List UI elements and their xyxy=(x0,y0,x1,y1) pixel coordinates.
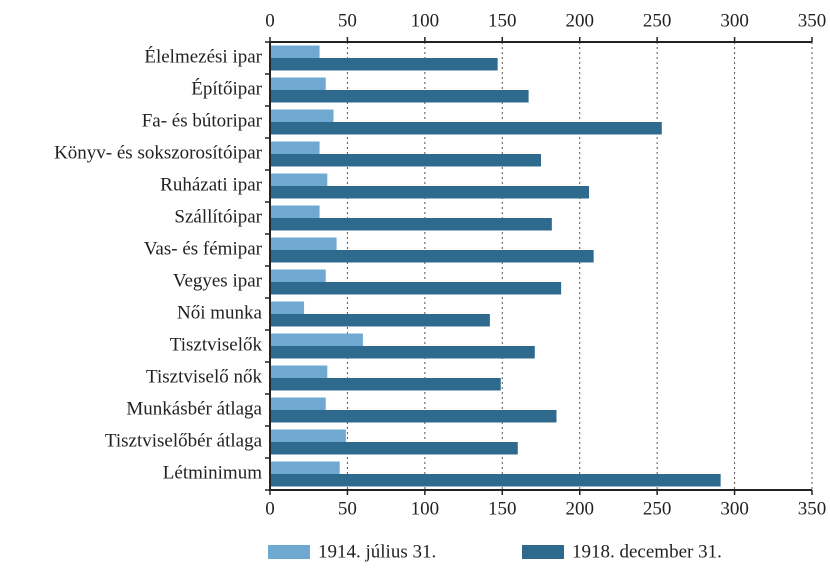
y-tick-label: Létminimum xyxy=(163,462,262,483)
bar xyxy=(270,333,363,346)
bar xyxy=(270,77,326,90)
bar xyxy=(270,346,535,359)
x-tick-label: 200 xyxy=(565,10,594,31)
bar xyxy=(270,365,328,378)
bar xyxy=(270,250,594,263)
y-tick-label: Építőipar xyxy=(191,77,262,99)
y-tick-label: Női munka xyxy=(177,302,263,323)
x-tick-label: 0 xyxy=(265,498,275,519)
x-tick-label: 350 xyxy=(798,10,827,31)
bar xyxy=(270,58,498,71)
y-tick-label: Ruházati ipar xyxy=(160,174,262,195)
bar xyxy=(270,109,334,122)
bar xyxy=(270,429,346,442)
bar xyxy=(270,410,557,423)
y-tick-label: Vas- és fémipar xyxy=(144,238,263,259)
x-tick-label: 100 xyxy=(411,498,440,519)
bar xyxy=(270,442,518,455)
legend-label: 1918. december 31. xyxy=(572,541,722,562)
bar xyxy=(270,218,552,231)
bar xyxy=(270,397,326,410)
y-tick-label: Tisztviselő nők xyxy=(146,366,262,387)
x-tick-label: 250 xyxy=(643,10,672,31)
bar xyxy=(270,269,326,282)
x-tick-label: 100 xyxy=(411,10,440,31)
y-tick-label: Könyv- és sokszorosítóipar xyxy=(54,142,263,163)
x-tick-label: 150 xyxy=(488,10,517,31)
legend-swatch xyxy=(268,545,310,559)
y-tick-label: Munkásbér átlaga xyxy=(126,398,262,419)
y-tick-label: Vegyes ipar xyxy=(173,270,263,291)
bar xyxy=(270,314,490,327)
y-tick-label: Tisztviselők xyxy=(170,334,263,355)
x-tick-label: 300 xyxy=(720,498,749,519)
x-tick-label: 150 xyxy=(488,498,517,519)
bar xyxy=(270,154,541,167)
bar xyxy=(270,122,662,135)
y-tick-label: Szállítóipar xyxy=(174,206,262,227)
legend-label: 1914. július 31. xyxy=(318,541,436,562)
y-tick-label: Fa- és bútoripar xyxy=(142,110,263,131)
x-tick-label: 300 xyxy=(720,10,749,31)
bar xyxy=(270,45,320,58)
bar xyxy=(270,205,320,218)
bar xyxy=(270,461,340,474)
y-tick-label: Tisztviselőbér átlaga xyxy=(105,430,263,451)
x-tick-label: 0 xyxy=(265,10,275,31)
bar xyxy=(270,237,337,250)
bar xyxy=(270,141,320,154)
x-tick-label: 350 xyxy=(798,498,827,519)
bar xyxy=(270,301,305,314)
bar xyxy=(270,186,590,199)
x-tick-label: 50 xyxy=(338,10,357,31)
x-tick-label: 50 xyxy=(338,498,357,519)
bar xyxy=(270,173,328,186)
bar xyxy=(270,474,721,487)
bar xyxy=(270,378,501,391)
bar xyxy=(270,282,562,295)
y-tick-label: Élelmezési ipar xyxy=(144,45,262,67)
x-tick-label: 200 xyxy=(565,498,594,519)
legend-swatch xyxy=(522,545,564,559)
bar xyxy=(270,90,529,103)
x-tick-label: 250 xyxy=(643,498,672,519)
